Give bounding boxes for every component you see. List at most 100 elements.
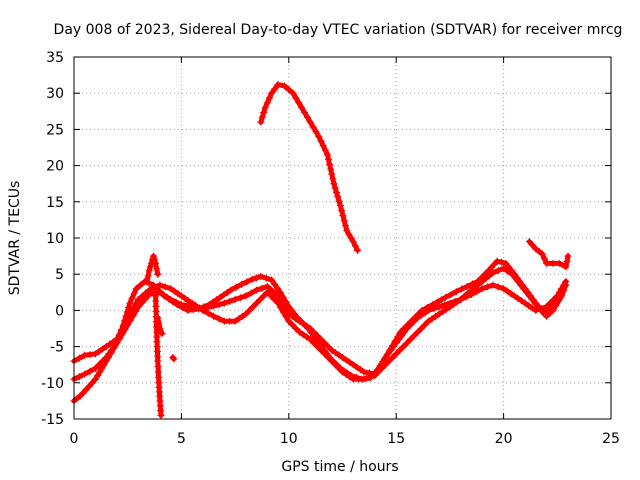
data-point-marker (113, 335, 121, 343)
data-point-marker (91, 350, 99, 358)
data-point-marker (546, 309, 554, 317)
data-point-marker (296, 328, 304, 336)
x-tick-label: 5 (177, 431, 186, 447)
data-point-marker (446, 303, 454, 311)
data-point-marker (339, 353, 346, 361)
data-point-marker (274, 299, 282, 307)
data-point-marker (430, 305, 438, 313)
data-point-marker (433, 298, 441, 306)
data-point-marker (279, 308, 287, 316)
data-point-marker (88, 379, 96, 387)
data-point-marker (86, 351, 94, 359)
data-point-marker (270, 289, 278, 297)
data-point-marker (170, 355, 178, 363)
data-point-marker (161, 283, 169, 291)
series-spike-d (169, 353, 178, 363)
data-point-marker (339, 368, 346, 376)
data-point-marker (174, 290, 182, 298)
data-point-marker (313, 343, 321, 351)
data-point-marker (442, 293, 450, 301)
data-point-marker (319, 142, 327, 150)
data-point-marker (296, 317, 304, 325)
data-point-marker (124, 314, 132, 322)
data-point-marker (449, 300, 457, 308)
data-point-marker (102, 343, 110, 351)
data-point-marker (331, 184, 339, 192)
data-point-marker (220, 299, 228, 307)
data-point-marker (309, 123, 317, 131)
data-point-marker (335, 197, 343, 205)
data-point-marker (292, 315, 300, 323)
data-point-marker (504, 267, 512, 275)
data-point-marker (301, 109, 309, 117)
data-point-marker (483, 283, 491, 291)
data-point-marker (231, 317, 239, 325)
data-point-marker (317, 335, 325, 343)
data-point-marker (226, 297, 234, 305)
data-point-marker (336, 201, 344, 209)
data-point-marker (181, 294, 189, 302)
data-point-marker (277, 304, 285, 312)
data-point-marker (489, 281, 497, 289)
data-point-marker (478, 277, 486, 285)
data-point-marker (392, 339, 400, 347)
y-tick-label: 10 (46, 231, 64, 247)
data-point-marker (514, 277, 522, 285)
data-point-marker (390, 343, 398, 351)
data-point-marker (562, 281, 570, 289)
data-point-marker (562, 263, 570, 271)
data-point-marker (268, 276, 276, 284)
data-point-marker (521, 299, 529, 307)
data-point-marker (158, 330, 166, 338)
data-point-marker (546, 299, 554, 307)
data-point-marker (288, 321, 296, 329)
data-point-marker (256, 296, 264, 304)
data-point-marker (115, 331, 123, 339)
data-point-marker (299, 320, 307, 328)
data-point-marker (157, 411, 165, 419)
data-point-marker (441, 301, 449, 309)
data-point-marker (75, 354, 83, 362)
data-point-marker (317, 137, 325, 145)
data-point-marker (268, 89, 276, 97)
data-point-marker (261, 104, 269, 112)
data-point-marker (347, 234, 355, 242)
data-point-marker (555, 297, 563, 305)
data-point-marker (155, 319, 163, 327)
data-point-marker (332, 188, 340, 196)
data-point-marker (365, 373, 373, 381)
data-point-marker (414, 328, 422, 336)
data-point-marker (349, 238, 357, 246)
y-tick-label: 35 (46, 50, 64, 66)
data-point-marker (98, 364, 106, 372)
data-point-marker (407, 335, 415, 343)
data-point-marker (270, 296, 278, 304)
data-point-marker (508, 270, 516, 278)
data-point-marker (310, 339, 318, 347)
series-track-e (525, 238, 572, 271)
data-point-marker (500, 285, 508, 293)
data-point-marker (312, 128, 320, 136)
data-point-marker (463, 283, 471, 291)
data-point-marker (212, 296, 220, 304)
y-tick-label: 15 (46, 195, 64, 211)
data-point-marker (329, 175, 337, 183)
data-point-marker (295, 99, 303, 107)
data-point-marker (435, 310, 443, 318)
data-point-marker (95, 361, 103, 369)
data-point-marker (223, 289, 231, 297)
data-point-marker (323, 151, 331, 159)
y-axis-label: SDTVAR / TECUs (7, 181, 23, 296)
data-point-marker (199, 306, 207, 314)
x-axis-label: GPS time / hours (281, 459, 398, 475)
data-point-marker (85, 382, 93, 390)
data-point-marker (331, 349, 339, 357)
data-point-marker (177, 301, 185, 309)
axis-ticks: 0 5 10 15 20 25 -15 -10 -5 0 5 10 15 20 25 30 35 (41, 50, 620, 447)
data-point-marker (392, 350, 400, 358)
data-point-marker (493, 257, 501, 265)
data-point-marker (257, 118, 265, 126)
data-point-marker (538, 250, 546, 258)
data-point-marker (324, 343, 332, 351)
data-point-marker (328, 170, 336, 178)
